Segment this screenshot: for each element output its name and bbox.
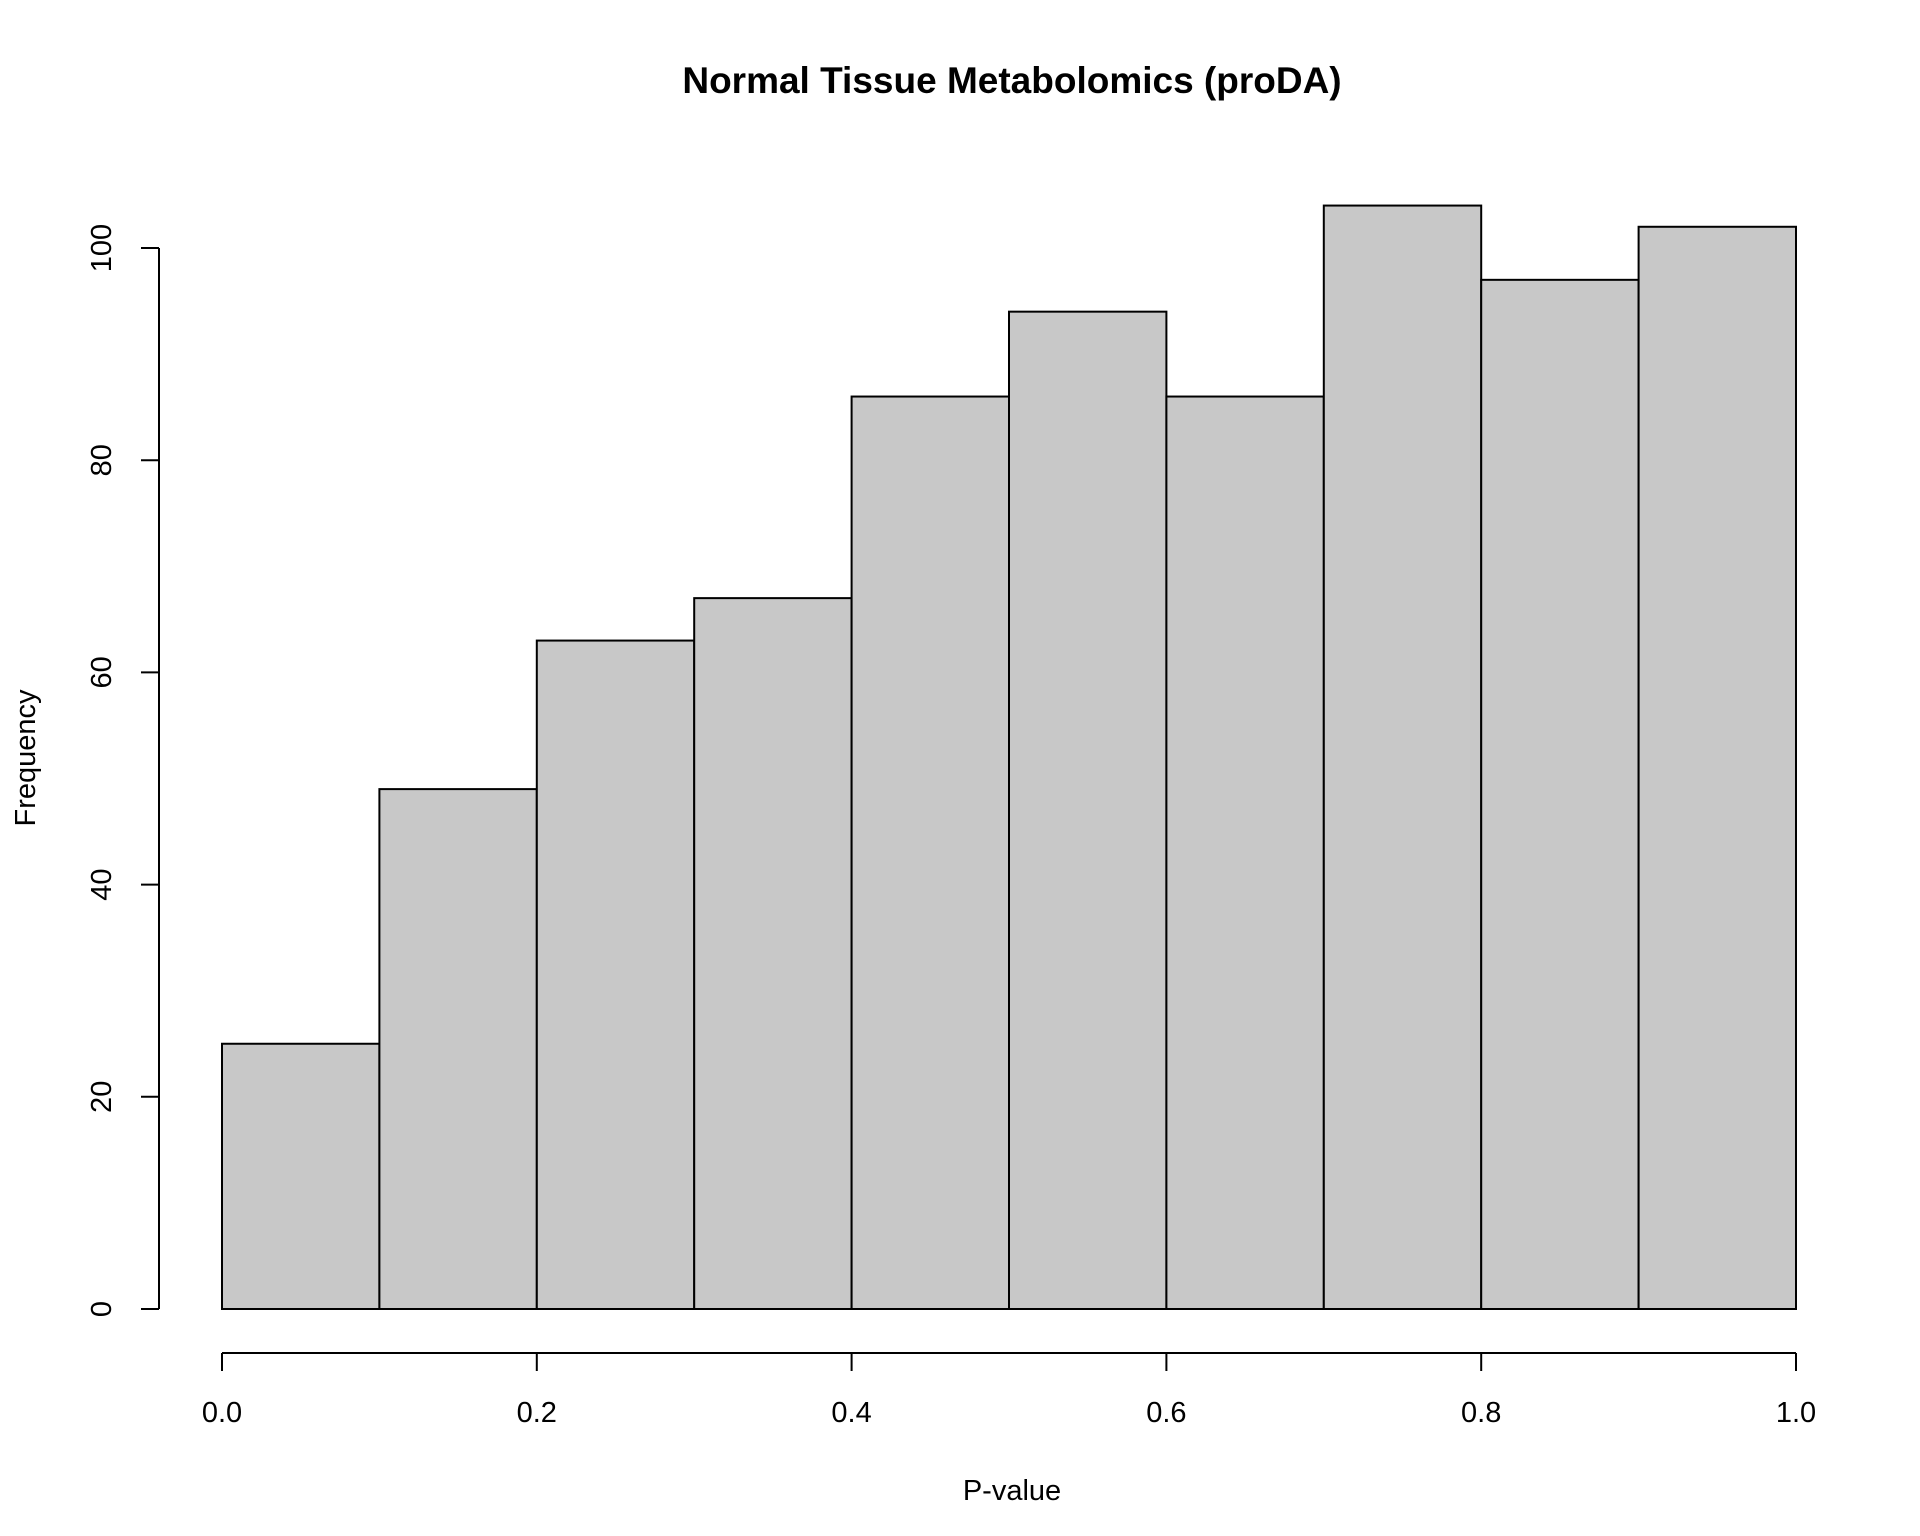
histogram-bar-6 (1008, 310, 1168, 1311)
y-tick-label: 40 (86, 868, 118, 900)
x-tick-label: 1.0 (1776, 1397, 1816, 1429)
x-tick-label: 0.8 (1461, 1397, 1501, 1429)
x-tick-label: 0.0 (202, 1397, 242, 1429)
x-axis: 0.0 0.2 0.4 0.6 0.8 1.0 (202, 1352, 1816, 1429)
bars-group (221, 204, 1797, 1311)
y-tick-label: 80 (86, 444, 118, 476)
y-tick-label: 100 (86, 224, 118, 272)
y-tick-label: 0 (86, 1301, 118, 1317)
histogram-bar-3 (535, 639, 696, 1310)
histogram-bar-5 (850, 395, 1010, 1311)
x-tick-label: 0.4 (831, 1397, 871, 1429)
y-axis: 0 20 40 60 80 100 (86, 224, 160, 1317)
histogram-bar-8 (1322, 204, 1483, 1310)
x-tick-label: 0.2 (517, 1397, 557, 1429)
x-tick-label: 0.6 (1146, 1397, 1186, 1429)
histogram-bar-10 (1637, 225, 1797, 1310)
y-tick-label: 60 (86, 656, 118, 688)
histogram-bar-2 (378, 788, 538, 1310)
y-axis-label: Frequency (10, 689, 42, 827)
histogram-bar-9 (1480, 278, 1640, 1311)
chart-title: Normal Tissue Metabolomics (proDA) (682, 60, 1341, 101)
x-axis-label: P-value (963, 1475, 1061, 1507)
histogram-bar-1 (221, 1042, 381, 1310)
y-tick-label: 20 (86, 1081, 118, 1113)
histogram-bar-7 (1165, 395, 1325, 1311)
histogram-bar-4 (693, 597, 853, 1310)
